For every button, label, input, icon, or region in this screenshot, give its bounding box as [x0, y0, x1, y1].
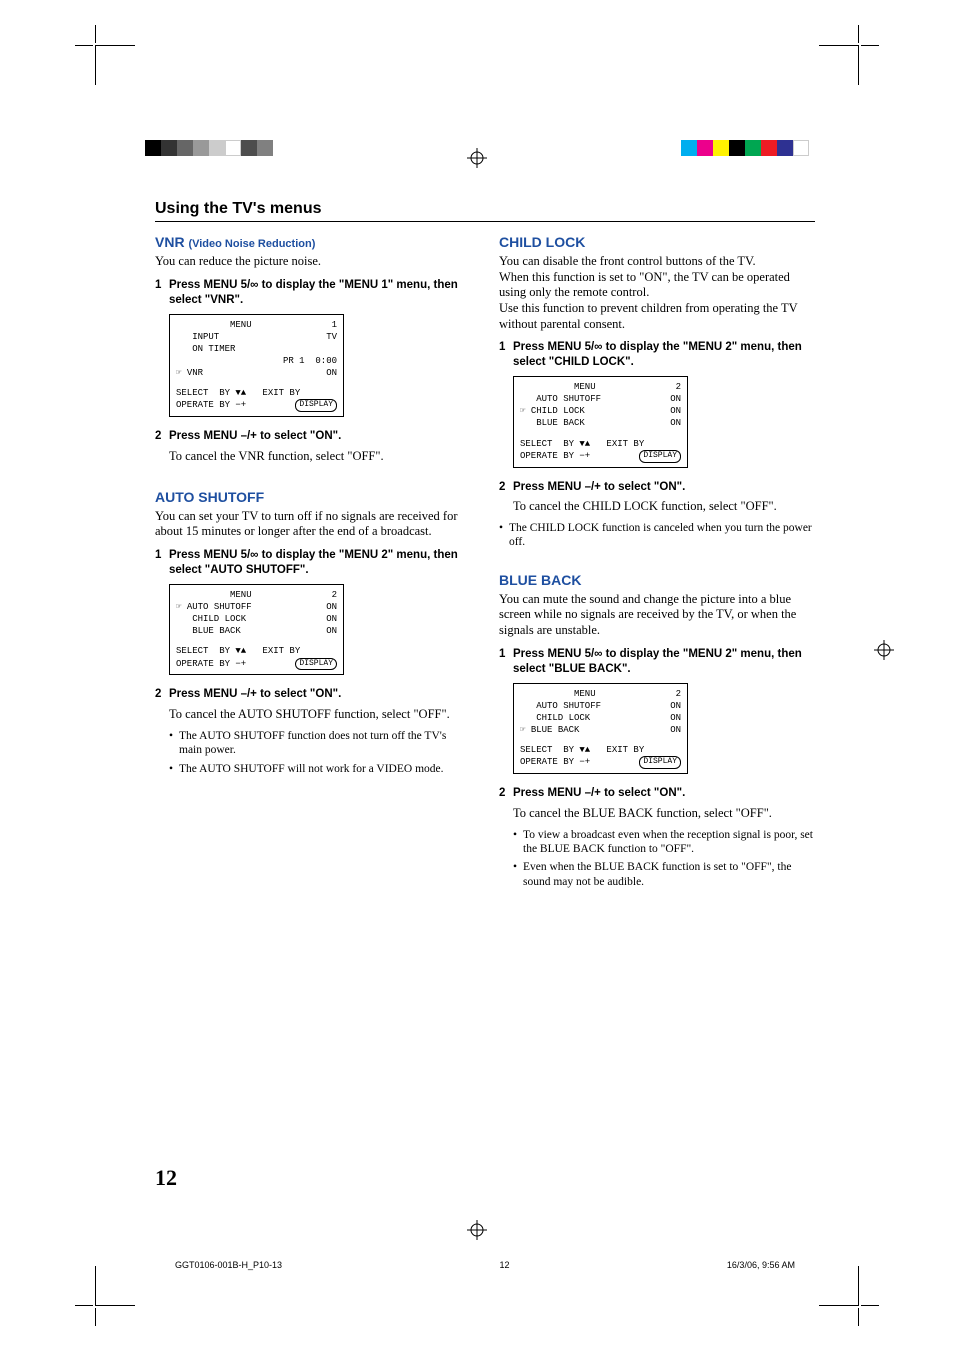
blue-back-heading: BLUE BACK	[499, 572, 815, 588]
vnr-heading: VNR (Video Noise Reduction)	[155, 234, 471, 250]
blue-step-1: 1Press MENU 5/∞ to display the "MENU 2" …	[499, 647, 815, 677]
auto-shutoff-intro: You can set your TV to turn off if no si…	[155, 509, 471, 540]
page-content: Using the TV's menus VNR (Video Noise Re…	[155, 200, 815, 893]
vnr-step-1-text: Press MENU 5/∞ to display the "MENU 1" m…	[169, 278, 471, 308]
child-cancel: To cancel the CHILD LOCK function, selec…	[513, 499, 815, 515]
vnr-intro: You can reduce the picture noise.	[155, 254, 471, 270]
registration-mark-icon	[467, 148, 487, 168]
registration-mark-right-icon	[874, 640, 894, 660]
footer-page: 12	[499, 1260, 509, 1270]
bullet-item: •Even when the BLUE BACK function is set…	[513, 860, 815, 889]
bullet-item: •The AUTO SHUTOFF will not work for a VI…	[169, 762, 471, 776]
crop-mark	[75, 1286, 115, 1326]
vnr-step-2: 2Press MENU –/+ to select "ON".	[155, 429, 471, 444]
print-marks-top	[0, 140, 954, 180]
footer-file: GGT0106-001B-H_P10-13	[175, 1260, 282, 1270]
vnr-heading-sub: (Video Noise Reduction)	[188, 238, 315, 250]
crop-mark	[839, 1286, 879, 1326]
child-osd: MENU2 AUTO SHUTOFFON☞ CHILD LOCKON BLUE …	[513, 376, 688, 468]
vnr-osd: MENU1 INPUTTV ON TIMER PR 1 0:00☞ VNRONS…	[169, 314, 344, 418]
child-step-1-text: Press MENU 5/∞ to display the "MENU 2" m…	[513, 340, 815, 370]
child-lock-intro: You can disable the front control button…	[499, 254, 815, 332]
bullet-item: •The CHILD LOCK function is canceled whe…	[499, 521, 815, 550]
auto-step-1-text: Press MENU 5/∞ to display the "MENU 2" m…	[169, 548, 471, 578]
vnr-heading-main: VNR	[155, 234, 185, 250]
auto-cancel: To cancel the AUTO SHUTOFF function, sel…	[169, 707, 471, 723]
blue-osd: MENU2 AUTO SHUTOFFON CHILD LOCKON☞ BLUE …	[513, 683, 688, 775]
blue-step-2-text: Press MENU –/+ to select "ON".	[513, 786, 815, 801]
blue-back-intro: You can mute the sound and change the pi…	[499, 592, 815, 639]
vnr-cancel: To cancel the VNR function, select "OFF"…	[169, 449, 471, 465]
right-column: CHILD LOCK You can disable the front con…	[499, 234, 815, 893]
footer: GGT0106-001B-H_P10-13 12 16/3/06, 9:56 A…	[175, 1260, 795, 1270]
blue-cancel: To cancel the BLUE BACK function, select…	[513, 806, 815, 822]
child-step-1: 1Press MENU 5/∞ to display the "MENU 2" …	[499, 340, 815, 370]
footer-date: 16/3/06, 9:56 AM	[727, 1260, 795, 1270]
auto-step-2: 2Press MENU –/+ to select "ON".	[155, 687, 471, 702]
blue-step-2: 2Press MENU –/+ to select "ON".	[499, 786, 815, 801]
crop-mark	[75, 25, 115, 65]
section-title: Using the TV's menus	[155, 200, 815, 222]
color-bar-left	[145, 140, 273, 156]
crop-mark	[839, 25, 879, 65]
page-number: 12	[155, 1165, 177, 1191]
child-lock-heading: CHILD LOCK	[499, 234, 815, 250]
child-step-2: 2Press MENU –/+ to select "ON".	[499, 480, 815, 495]
left-column: VNR (Video Noise Reduction) You can redu…	[155, 234, 471, 893]
vnr-step-1: 1Press MENU 5/∞ to display the "MENU 1" …	[155, 278, 471, 308]
color-bar-right	[681, 140, 809, 156]
child-step-2-text: Press MENU –/+ to select "ON".	[513, 480, 815, 495]
auto-shutoff-heading: AUTO SHUTOFF	[155, 489, 471, 505]
auto-step-1: 1Press MENU 5/∞ to display the "MENU 2" …	[155, 548, 471, 578]
blue-step-1-text: Press MENU 5/∞ to display the "MENU 2" m…	[513, 647, 815, 677]
bullet-item: •The AUTO SHUTOFF function does not turn…	[169, 729, 471, 758]
vnr-step-2-text: Press MENU –/+ to select "ON".	[169, 429, 471, 444]
auto-osd: MENU2☞ AUTO SHUTOFFON CHILD LOCKON BLUE …	[169, 584, 344, 676]
auto-step-2-text: Press MENU –/+ to select "ON".	[169, 687, 471, 702]
registration-mark-bottom-icon	[467, 1220, 487, 1240]
bullet-item: •To view a broadcast even when the recep…	[513, 828, 815, 857]
